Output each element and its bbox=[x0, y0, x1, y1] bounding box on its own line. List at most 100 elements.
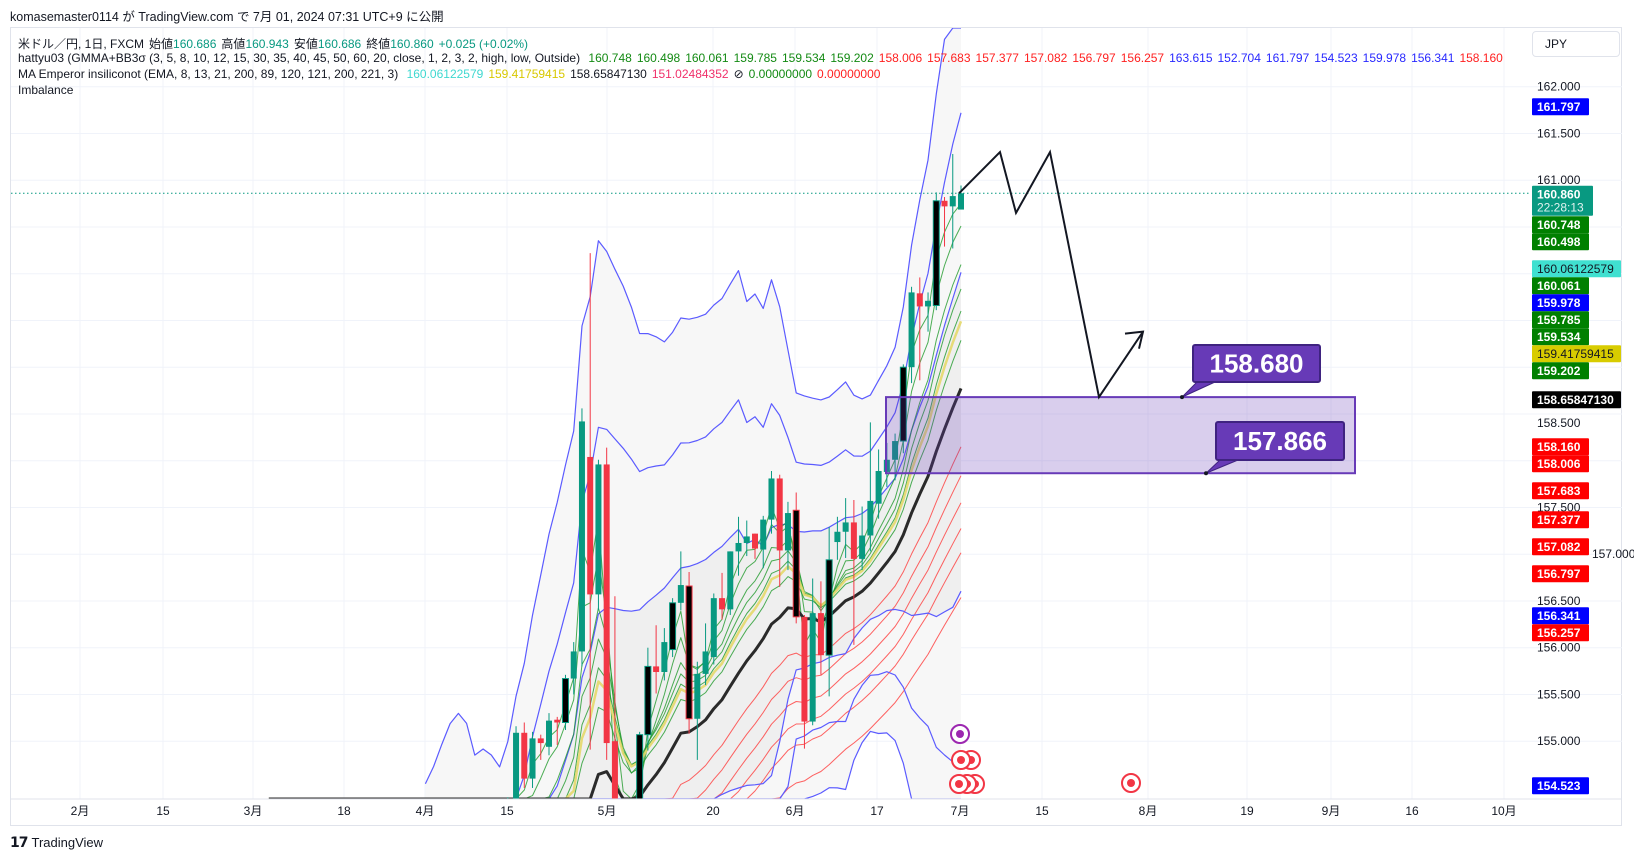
time-axis-label: 15 bbox=[156, 804, 170, 818]
price-label-text: 160.061 bbox=[1537, 279, 1581, 293]
candle bbox=[867, 422, 874, 552]
indicator-value: 156.797 bbox=[1072, 51, 1116, 65]
projection-path-line[interactable] bbox=[958, 149, 1144, 400]
price-label-bg bbox=[1532, 538, 1589, 556]
earnings-icon[interactable] bbox=[951, 750, 971, 770]
candle-body bbox=[842, 522, 849, 532]
indicator-name[interactable]: hattyu03 (GMMA+BB3σ (3, 5, 8, 10, 12, 15… bbox=[18, 51, 581, 65]
candle bbox=[842, 498, 849, 558]
price-label: 160.06122579 bbox=[1532, 260, 1621, 278]
candle-body bbox=[825, 559, 833, 656]
indicator-value: 163.615 bbox=[1169, 51, 1213, 65]
callout-zone-top[interactable]: 158.680 bbox=[1180, 344, 1321, 400]
indicator-value: 159.534 bbox=[781, 51, 826, 65]
price-label-bg bbox=[1532, 482, 1589, 500]
currency-button[interactable]: JPY bbox=[1532, 31, 1620, 57]
indicator-value: 156.341 bbox=[1411, 51, 1455, 65]
candle-body bbox=[727, 551, 734, 610]
indicator-hattyu-row[interactable]: hattyu03 (GMMA+BB3σ (3, 5, 8, 10, 12, 15… bbox=[18, 51, 1508, 65]
indicator-name[interactable]: Imbalance bbox=[18, 83, 74, 97]
publish-info: komasemaster0114 が TradingView.com で 7月 … bbox=[10, 10, 444, 24]
price-label-text: 159.978 bbox=[1537, 296, 1581, 310]
candle bbox=[677, 551, 684, 611]
callout-label: 157.866 bbox=[1233, 426, 1327, 456]
candle bbox=[694, 661, 701, 760]
indicator-value: 154.523 bbox=[1314, 51, 1358, 65]
indicator-value: 158.006 bbox=[878, 51, 923, 65]
tradingview-logo[interactable]: 𝟭𝟳 TradingView bbox=[10, 834, 103, 851]
candle bbox=[809, 578, 816, 726]
event-dot bbox=[1127, 779, 1135, 787]
candle bbox=[801, 614, 808, 749]
candle-body bbox=[603, 464, 610, 744]
candle bbox=[776, 474, 783, 587]
candle-body bbox=[867, 500, 874, 536]
candle-body bbox=[735, 542, 742, 552]
candle-body bbox=[513, 732, 520, 799]
candle-body bbox=[760, 519, 767, 550]
price-label-text: 154.523 bbox=[1537, 779, 1581, 793]
price-label-bg bbox=[1532, 362, 1589, 380]
price-label-bg bbox=[1532, 311, 1589, 329]
callout-tail bbox=[1181, 381, 1216, 398]
candle bbox=[760, 515, 767, 569]
price-label: 160.061 bbox=[1532, 277, 1589, 295]
us-flag-event-icon[interactable] bbox=[1121, 773, 1141, 793]
candle-body bbox=[546, 720, 552, 747]
candle bbox=[768, 470, 775, 534]
candle bbox=[908, 286, 915, 384]
candle bbox=[949, 154, 956, 249]
candle-body bbox=[653, 666, 660, 673]
candle-body bbox=[743, 536, 750, 543]
candle-body bbox=[752, 533, 758, 549]
candle-body bbox=[817, 613, 824, 656]
high-value: 160.943 bbox=[245, 37, 289, 51]
candle bbox=[899, 364, 907, 454]
time-axis-label: 2月 bbox=[71, 804, 90, 818]
candle-body bbox=[554, 719, 561, 723]
candle-body bbox=[587, 456, 594, 595]
indicator-ma-emperor-row[interactable]: MA Emperor insiliconot (EMA, 8, 13, 21, … bbox=[18, 67, 885, 81]
indicator-imbalance-row[interactable]: Imbalance bbox=[18, 83, 78, 97]
gmma-long-line-40 bbox=[268, 502, 962, 799]
price-label-bg bbox=[1532, 98, 1589, 116]
symbol-name[interactable]: 米ドル／円, 1日, FXCM bbox=[18, 37, 145, 51]
price-label: 157.082 bbox=[1532, 538, 1589, 556]
candle-body bbox=[925, 300, 932, 307]
candle-body bbox=[784, 513, 791, 551]
candle-body bbox=[521, 732, 528, 779]
time-axis-label: 3月 bbox=[244, 804, 263, 818]
price-label-text: 158.160 bbox=[1537, 440, 1581, 454]
indicator-value: 0.00000000 bbox=[817, 67, 881, 81]
price-label: 160.498 bbox=[1532, 233, 1589, 251]
price-label-bg bbox=[1532, 345, 1621, 363]
indicator-value: 159.978 bbox=[1362, 51, 1407, 65]
candle bbox=[825, 527, 833, 697]
price-label: 161.797 bbox=[1532, 98, 1589, 116]
us-flag-event-icon[interactable] bbox=[949, 774, 969, 794]
dividend-lightning-icon[interactable] bbox=[950, 724, 970, 744]
candle bbox=[661, 628, 668, 681]
candle bbox=[916, 277, 923, 381]
indicator-name[interactable]: MA Emperor insiliconot (EMA, 8, 13, 21, … bbox=[18, 67, 399, 81]
price-axis-tick: 156.000 bbox=[1537, 641, 1581, 655]
candle-body bbox=[892, 441, 899, 460]
price-label: 156.341 bbox=[1532, 607, 1589, 625]
chart-frame bbox=[10, 27, 1622, 826]
event-dot bbox=[957, 756, 965, 764]
callout-zone-bottom[interactable]: 157.866 bbox=[1204, 421, 1345, 476]
indicator-value: 157.683 bbox=[927, 51, 971, 65]
candle-body bbox=[570, 651, 577, 679]
candle bbox=[817, 581, 824, 675]
price-label-text: 159.202 bbox=[1537, 364, 1581, 378]
price-label-bg bbox=[1532, 216, 1589, 234]
arrow-head-icon bbox=[1124, 330, 1145, 349]
open-label: 始値 bbox=[149, 37, 174, 51]
price-label: 160.748 bbox=[1532, 216, 1589, 234]
price-label-bg bbox=[1532, 328, 1589, 346]
price-label-text: 161.797 bbox=[1537, 100, 1581, 114]
tv-logo-icon: 𝟭𝟳 bbox=[10, 834, 29, 850]
price-label-text: 159.785 bbox=[1537, 313, 1581, 327]
